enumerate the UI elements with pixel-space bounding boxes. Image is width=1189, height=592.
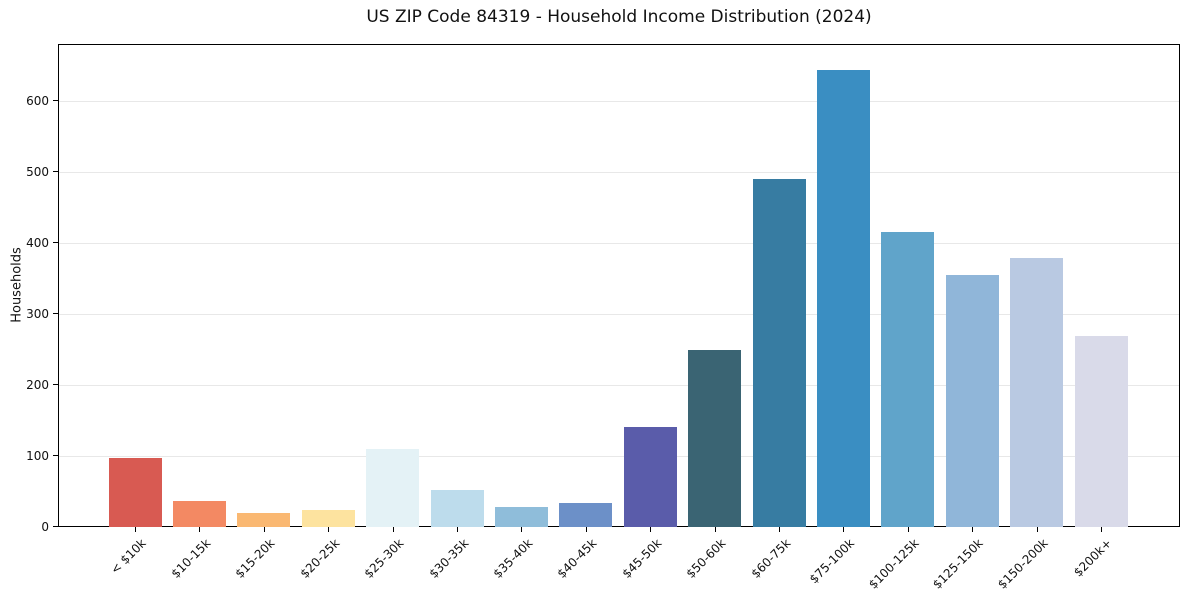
x-tick-mark <box>843 527 845 532</box>
x-tick-mark <box>199 527 201 532</box>
x-tick-mark <box>328 527 330 532</box>
x-tick-label: $10-15k <box>168 536 214 581</box>
bar-$75-100k <box>816 69 870 527</box>
x-tick-label: $30-35k <box>426 536 471 581</box>
x-tick-label: $75-100k <box>807 536 858 587</box>
x-tick-label: $40-45k <box>554 536 600 581</box>
y-tick-mark <box>53 241 58 243</box>
x-tick-mark <box>457 527 458 532</box>
gridline <box>59 100 1179 102</box>
x-tick-mark <box>907 527 909 532</box>
chart-title: US ZIP Code 84319 - Household Income Dis… <box>366 7 872 27</box>
y-tick-mark <box>53 312 58 314</box>
y-tick-mark <box>53 526 58 527</box>
bar-$10-15k <box>172 501 226 527</box>
bar-$40-45k <box>559 503 613 527</box>
x-tick-mark <box>714 527 716 532</box>
x-tick-label: $15-20k <box>232 536 278 581</box>
x-tick-mark <box>263 527 265 532</box>
x-tick-label: $50-60k <box>683 536 729 581</box>
x-tick-label: $125-150k <box>930 536 987 592</box>
bar-$60-75k <box>752 179 806 527</box>
gridline <box>59 242 1179 244</box>
y-tick-mark <box>53 99 58 101</box>
x-tick-label: $35-40k <box>490 536 536 581</box>
x-tick-mark <box>1101 527 1102 532</box>
x-tick-label: $100-125k <box>866 536 922 592</box>
y-tick-label: 0 <box>41 520 49 534</box>
x-tick-mark <box>650 527 652 532</box>
plot-area <box>58 44 1180 527</box>
x-tick-mark <box>135 527 136 532</box>
bar-$15-20k <box>237 513 291 527</box>
y-tick-label: 300 <box>26 306 49 321</box>
y-tick-mark <box>53 383 58 385</box>
x-tick-mark <box>392 527 394 532</box>
gridline <box>59 313 1179 315</box>
x-tick-label: $150-200k <box>994 536 1051 592</box>
y-tick-mark <box>53 454 58 456</box>
x-tick-label: $60-75k <box>748 536 793 581</box>
bar-$45-50k <box>623 427 677 527</box>
bar-< $10k <box>108 457 162 527</box>
x-tick-mark <box>521 527 523 532</box>
x-tick-label: $25-30k <box>361 536 407 581</box>
x-tick-mark <box>1036 527 1038 532</box>
y-tick-label: 100 <box>26 448 49 463</box>
gridline <box>59 171 1179 173</box>
x-tick-mark <box>972 527 974 532</box>
x-tick-label: $20-25k <box>297 536 343 581</box>
bar-$20-25k <box>301 510 355 527</box>
bar-$150-200k <box>1010 258 1064 527</box>
bar-$200k+ <box>1074 336 1128 527</box>
bar-$25-30k <box>366 449 420 527</box>
y-tick-label: 400 <box>26 235 49 250</box>
y-tick-mark <box>53 170 58 172</box>
y-tick-label: 200 <box>26 377 49 392</box>
y-axis-label: Households <box>9 247 25 323</box>
gridline <box>59 384 1179 386</box>
bar-$35-40k <box>494 506 548 527</box>
x-tick-mark <box>585 527 587 532</box>
x-tick-mark <box>779 527 780 532</box>
bar-$125-150k <box>945 275 999 527</box>
bar-$50-60k <box>688 349 742 527</box>
bar-$100-125k <box>881 231 935 527</box>
bar-$30-35k <box>430 489 484 527</box>
y-tick-label: 500 <box>26 164 49 179</box>
x-tick-label: $200k+ <box>1071 536 1115 580</box>
y-tick-label: 600 <box>26 93 49 108</box>
x-tick-label: < $10k <box>108 536 149 577</box>
x-tick-label: $45-50k <box>619 536 665 581</box>
gridline <box>59 455 1179 457</box>
